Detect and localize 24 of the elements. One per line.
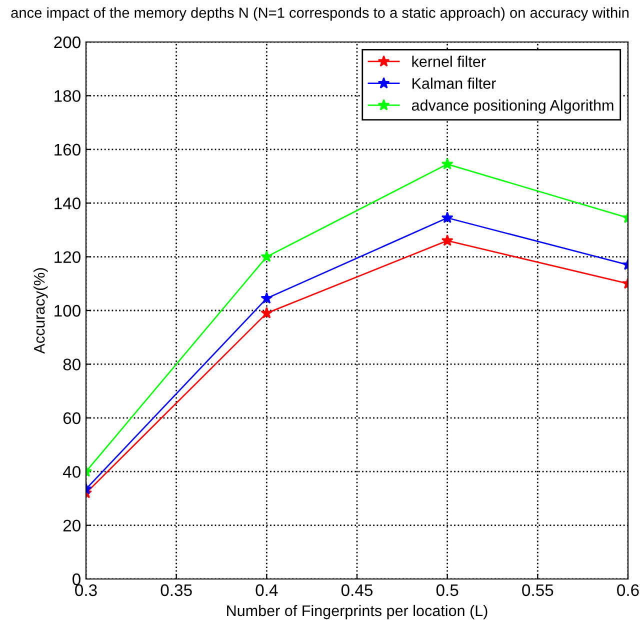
x-tick-label: 0.55 [522, 584, 554, 596]
y-tick-label: 200 [54, 36, 80, 48]
chart-title: ance impact of the memory depths N (N=1 corresponds to a static approach) on accuracy within [11, 7, 629, 21]
y-tick-label: 180 [54, 90, 80, 102]
y-tick-label: 40 [62, 466, 80, 478]
y-tick-label: 20 [63, 520, 80, 532]
x-tick-label: 0.5 [436, 584, 458, 596]
legend-label: kernel filter [412, 56, 486, 67]
x-tick-label: 0.6 [617, 584, 639, 596]
legend-label: advance positioning Algorithm [412, 100, 614, 114]
y-tick-label: 160 [54, 144, 80, 156]
y-tick-label: 100 [54, 304, 80, 317]
y-tick-label: 140 [54, 198, 80, 210]
x-tick-label: 0.45 [341, 584, 373, 596]
y-tick-label: 80 [63, 358, 80, 370]
y-tick-label: 120 [54, 251, 80, 264]
legend-label: Kalman filter [412, 78, 496, 89]
y-axis-title: Accuracy(%) [34, 268, 48, 354]
x-tick-label: 0.3 [75, 584, 97, 596]
x-tick-label: 0.4 [256, 584, 278, 596]
y-tick-label: 60 [63, 412, 80, 424]
x-axis-title: Number of Fingerprints per location (L) [227, 604, 488, 620]
x-tick-label: 0.35 [160, 584, 192, 596]
y-tick-label: 0 [72, 573, 80, 586]
